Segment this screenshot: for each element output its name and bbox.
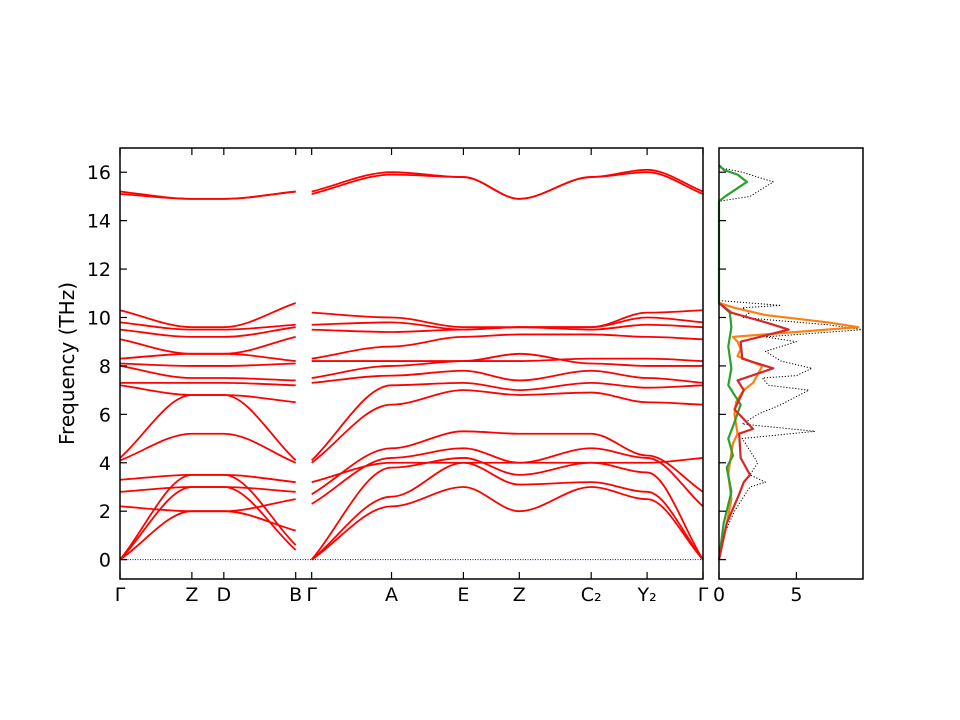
y-tick-label: 12 (87, 259, 111, 281)
partial-dos-line (717, 302, 790, 560)
band-line (119, 365, 296, 382)
band-line (311, 389, 704, 464)
y-tick-label: 0 (99, 550, 111, 572)
band-line (119, 190, 296, 200)
band-line (119, 486, 296, 493)
band-line (119, 432, 297, 464)
x-tick-label: Γ (115, 584, 126, 606)
x-tick-label: D (217, 584, 232, 606)
x-tick-label: Z (513, 584, 526, 606)
partial-dos-line (717, 301, 860, 560)
dos-lines (717, 164, 864, 560)
partial-dos-line (717, 164, 748, 560)
band-line (311, 486, 704, 561)
y-tick-label: 10 (87, 307, 111, 329)
band-line (310, 457, 704, 561)
band-line (311, 381, 704, 462)
y-tick-label: 14 (87, 211, 111, 233)
x-tick-label: A (385, 584, 398, 606)
band-line (311, 333, 704, 360)
x-tick-label: E (457, 584, 469, 606)
band-line (311, 461, 704, 561)
band-plot-frame (119, 147, 704, 580)
band-line (311, 457, 704, 484)
y-tick-label: 4 (99, 453, 111, 475)
band-line (311, 357, 704, 362)
band-line (119, 381, 296, 387)
y-tick-label: 2 (99, 501, 111, 523)
band-line (119, 362, 296, 367)
band-line (119, 326, 296, 338)
band-line (311, 369, 704, 384)
band-line (311, 168, 704, 200)
band-line (119, 473, 296, 484)
x-tick-label: Y₂ (636, 584, 656, 606)
band-lines (119, 168, 704, 561)
dos-plot-frame (718, 147, 864, 580)
band-line (119, 498, 296, 513)
y-tick-label: 16 (87, 162, 111, 184)
band-line (119, 384, 296, 404)
x-tick-label: Z (185, 584, 198, 606)
y-tick-label: 6 (99, 404, 111, 426)
x-tick-label: Γ (306, 584, 317, 606)
y-tick-label: 8 (99, 356, 111, 378)
x-tick-label: B (289, 584, 302, 606)
band-line (119, 321, 296, 331)
band-line (311, 352, 703, 379)
x-tick-label: C₂ (581, 584, 602, 606)
band-x-ticks: Γ Z D B Γ A E Z C₂ Y₂ Γ (115, 148, 709, 606)
band-line (119, 335, 296, 355)
band-line (311, 430, 704, 496)
band-line (119, 302, 296, 329)
band-y-ticks: 0 2 4 6 8 10 12 14 16 (87, 162, 127, 572)
x-tick-label: Γ (698, 584, 709, 606)
dos-x-tick-label: 5 (790, 584, 802, 606)
dos-x-tick-label: 0 (713, 584, 725, 606)
band-line (311, 309, 704, 329)
y-axis-label: Frequency (THz) (55, 282, 79, 445)
